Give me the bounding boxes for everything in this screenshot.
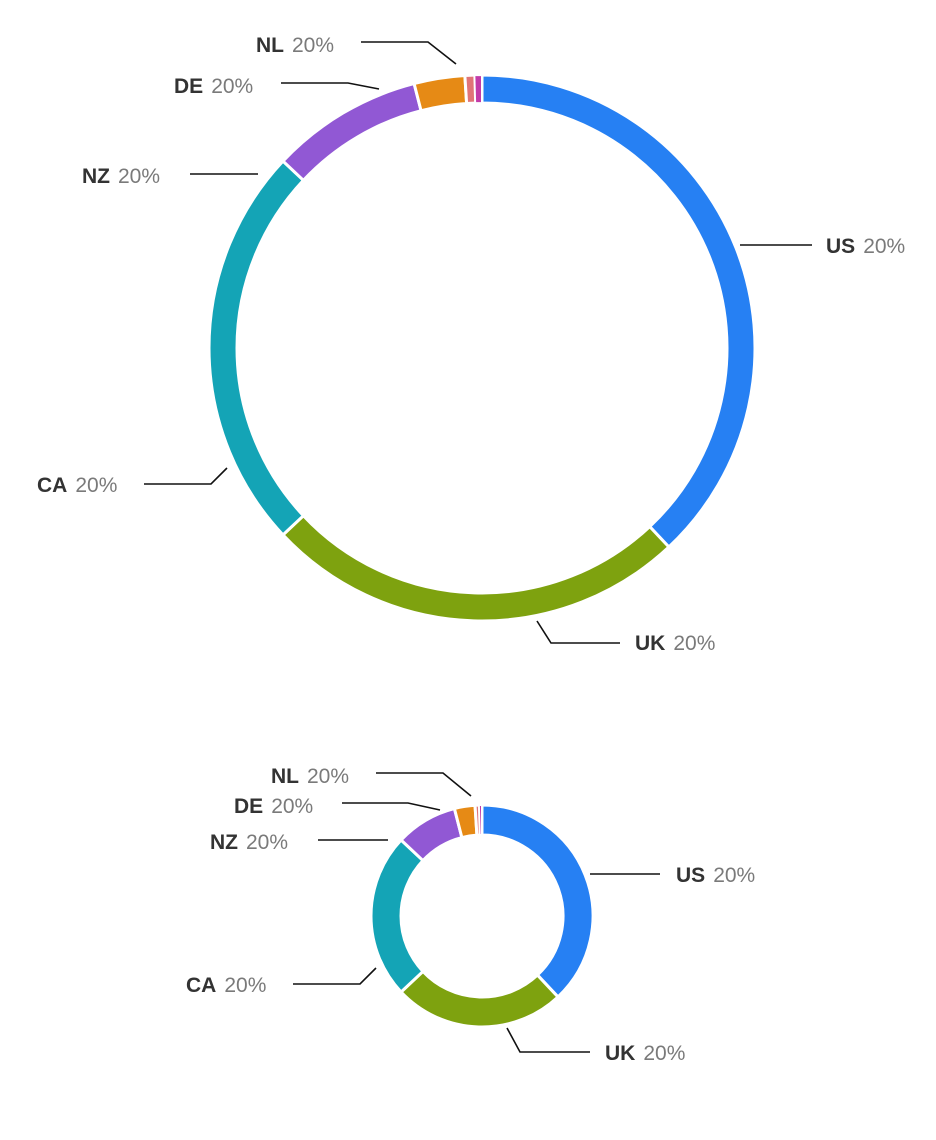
data-label-nz: NZ 20% xyxy=(210,831,288,854)
value-label: 20% xyxy=(211,75,253,98)
data-label-de: DE 20% xyxy=(234,795,313,818)
leader-line-nl xyxy=(361,41,457,65)
category-label: CA xyxy=(186,974,216,997)
category-label: DE xyxy=(174,75,203,98)
category-label: NZ xyxy=(210,831,238,854)
slice-us[interactable] xyxy=(480,73,757,550)
data-label-uk: UK 20% xyxy=(605,1042,685,1065)
data-label-nl: NL 20% xyxy=(256,34,334,57)
data-label-ca: CA 20% xyxy=(186,974,266,997)
data-label-us: US 20% xyxy=(676,864,755,887)
slice-uk[interactable] xyxy=(280,513,672,623)
category-label: NL xyxy=(271,765,299,788)
category-label: US xyxy=(676,864,705,887)
leader-line-de xyxy=(281,82,380,90)
value-label: 20% xyxy=(307,765,349,788)
donut-chart-2: US 20% UK 20% CA 20% NZ 20% DE 20% NL 20% xyxy=(186,765,755,1065)
value-label: 20% xyxy=(713,864,755,887)
leader-line-ca xyxy=(293,967,377,985)
leader-line-uk xyxy=(536,620,620,644)
category-label: US xyxy=(826,235,855,258)
slice-marker xyxy=(473,73,483,105)
slice-us[interactable] xyxy=(480,803,595,1000)
category-label: DE xyxy=(234,795,263,818)
data-label-us: US 20% xyxy=(826,235,905,258)
value-label: 20% xyxy=(863,235,905,258)
leader-line-nl xyxy=(376,772,472,797)
value-label: 20% xyxy=(271,795,313,818)
donut-chart-1: US 20%UK 20%CA 20%NZ 20%DE 20%NL 20% xyxy=(37,34,905,655)
slice-nz[interactable] xyxy=(280,81,423,183)
value-label: 20% xyxy=(673,632,715,655)
category-label: NL xyxy=(256,34,284,57)
data-label-ca: CA 20% xyxy=(37,474,117,497)
slice-ca[interactable] xyxy=(369,837,426,995)
category-label: NZ xyxy=(82,165,110,188)
data-label-nl: NL 20% xyxy=(271,765,349,788)
leader-line-de xyxy=(342,802,441,811)
value-label: 20% xyxy=(246,831,288,854)
slice-marker xyxy=(477,803,483,837)
category-label: CA xyxy=(37,474,67,497)
slice-ca[interactable] xyxy=(207,158,306,538)
data-label-uk: UK 20% xyxy=(635,632,715,655)
value-label: 20% xyxy=(643,1042,685,1065)
value-label: 20% xyxy=(118,165,160,188)
value-label: 20% xyxy=(292,34,334,57)
value-label: 20% xyxy=(224,974,266,997)
category-label: UK xyxy=(635,632,665,655)
value-label: 20% xyxy=(75,474,117,497)
leader-line-ca xyxy=(144,467,228,485)
data-label-de: DE 20% xyxy=(174,75,253,98)
slice-uk[interactable] xyxy=(398,969,561,1029)
leader-line-uk xyxy=(506,1027,590,1053)
category-label: UK xyxy=(605,1042,635,1065)
slice-de[interactable] xyxy=(412,73,469,113)
data-label-nz: NZ 20% xyxy=(82,165,160,188)
